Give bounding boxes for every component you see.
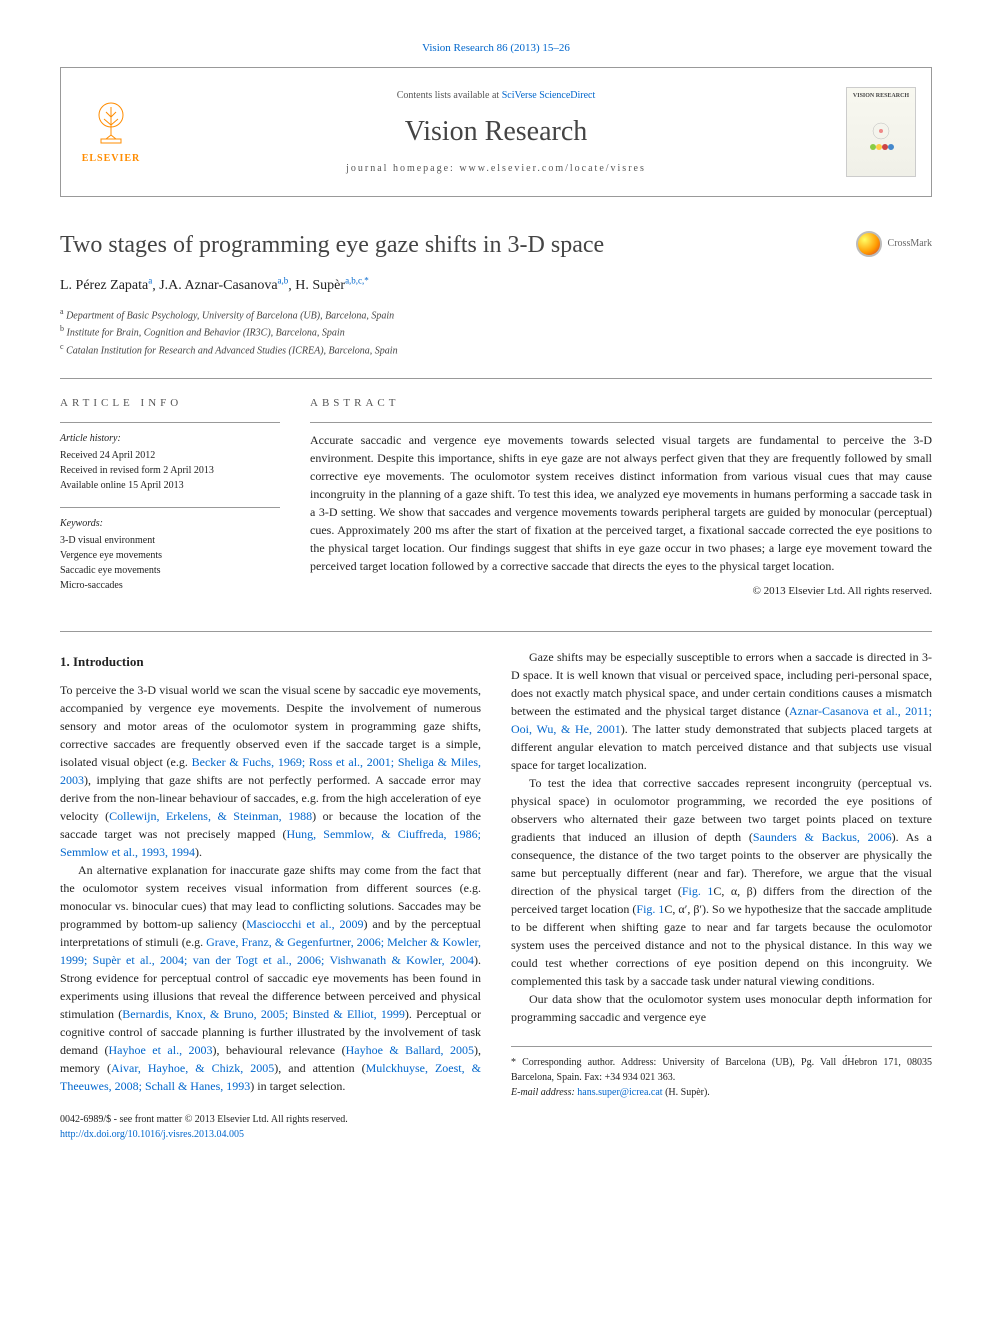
crossmark-badge[interactable]: CrossMark — [856, 231, 932, 257]
body-text: 1. Introduction To perceive the 3-D visu… — [60, 648, 932, 1100]
citation-link[interactable]: Vision Research 86 (2013) 15–26 — [422, 42, 570, 54]
abstract-col: ABSTRACT Accurate saccadic and vergence … — [310, 395, 932, 607]
body-paragraph: An alternative explanation for inaccurat… — [60, 861, 481, 1095]
author: J.A. Aznar-Casanovaa,b — [159, 278, 288, 293]
cover-thumb-title: VISION RESEARCH — [853, 92, 909, 101]
corr-email-link[interactable]: hans.super@icrea.cat — [577, 1087, 662, 1098]
affiliation-line: b Institute for Brain, Cognition and Beh… — [60, 323, 932, 340]
crossmark-label: CrossMark — [888, 236, 932, 251]
elsevier-logo[interactable]: ELSEVIER — [82, 97, 141, 166]
body-paragraph: Our data show that the oculomotor system… — [511, 990, 932, 1026]
affil-ref-link[interactable]: a,b,c,* — [345, 276, 369, 286]
abstract-label: ABSTRACT — [310, 395, 932, 412]
journal-cover-thumb[interactable]: VISION RESEARCH — [846, 87, 916, 177]
history-line: Received in revised form 2 April 2013 — [60, 463, 280, 478]
keyword-line: Saccadic eye movements — [60, 563, 280, 578]
body-paragraph: Gaze shifts may be especially susceptibl… — [511, 648, 932, 774]
article-info-label: ARTICLE INFO — [60, 395, 280, 412]
homepage-prefix: journal homepage: — [346, 163, 459, 174]
divider-top — [60, 378, 932, 379]
title-row: Two stages of programming eye gaze shift… — [60, 227, 932, 263]
doi-link[interactable]: http://dx.doi.org/10.1016/j.visres.2013.… — [60, 1129, 244, 1140]
keywords-divider — [60, 507, 280, 508]
keyword-line: Vergence eye movements — [60, 548, 280, 563]
top-citation: Vision Research 86 (2013) 15–26 — [60, 40, 932, 57]
affiliation-line: c Catalan Institution for Research and A… — [60, 341, 932, 358]
affiliation-line: a Department of Basic Psychology, Univer… — [60, 306, 932, 323]
contents-line: Contents lists available at SciVerse Sci… — [397, 88, 596, 103]
corresponding-footnote: * Corresponding author. Address: Univers… — [511, 1046, 932, 1100]
journal-homepage: journal homepage: www.elsevier.com/locat… — [346, 161, 646, 176]
header-center: Contents lists available at SciVerse Sci… — [161, 68, 831, 196]
keyword-line: Micro-saccades — [60, 578, 280, 593]
article-info-col: ARTICLE INFO Article history: Received 2… — [60, 395, 280, 607]
body-paragraph: To perceive the 3-D visual world we scan… — [60, 681, 481, 861]
journal-header: ELSEVIER Contents lists available at Sci… — [60, 67, 932, 197]
abstract-text: Accurate saccadic and vergence eye movem… — [310, 431, 932, 575]
divider-body — [60, 631, 932, 632]
history-label: Article history: — [60, 431, 280, 446]
homepage-url: www.elsevier.com/locate/visres — [459, 163, 646, 174]
history-block: Article history: Received 24 April 2012R… — [60, 431, 280, 493]
info-abstract-row: ARTICLE INFO Article history: Received 2… — [60, 395, 932, 607]
crossmark-icon — [856, 231, 882, 257]
author-affil-sup: a,b — [278, 276, 289, 286]
elsevier-name: ELSEVIER — [82, 151, 141, 166]
email-label: E-mail address: — [511, 1087, 577, 1098]
contents-prefix: Contents lists available at — [397, 90, 502, 101]
keyword-line: 3-D visual environment — [60, 533, 280, 548]
affil-ref-link[interactable]: a,b — [278, 276, 289, 286]
affiliations-block: a Department of Basic Psychology, Univer… — [60, 306, 932, 358]
abstract-divider — [310, 422, 932, 423]
keywords-label: Keywords: — [60, 516, 280, 531]
author: L. Pérez Zapataa — [60, 278, 152, 293]
cover-cell: VISION RESEARCH — [831, 68, 931, 196]
cover-thumb-body — [861, 103, 901, 172]
author-affil-sup: a — [148, 276, 152, 286]
affil-ref-link[interactable]: a — [148, 276, 152, 286]
info-divider — [60, 422, 280, 423]
authors-line: L. Pérez Zapataa, J.A. Aznar-Casanovaa,b… — [60, 275, 932, 297]
footer-bottom: 0042-6989/$ - see front matter © 2013 El… — [60, 1112, 932, 1142]
author-affil-sup: a,b,c,* — [345, 276, 369, 286]
elsevier-tree-icon — [86, 97, 136, 147]
keywords-block: Keywords: 3-D visual environmentVergence… — [60, 516, 280, 593]
abstract-copyright: © 2013 Elsevier Ltd. All rights reserved… — [310, 583, 932, 600]
publisher-logo-cell: ELSEVIER — [61, 68, 161, 196]
history-line: Received 24 April 2012 — [60, 448, 280, 463]
corr-address: * Corresponding author. Address: Univers… — [511, 1055, 932, 1085]
body-paragraph: To test the idea that corrective saccade… — [511, 774, 932, 990]
paper-title: Two stages of programming eye gaze shift… — [60, 227, 856, 263]
author: H. Supèra,b,c,* — [295, 278, 369, 293]
email-suffix: (H. Supèr). — [663, 1087, 710, 1098]
intro-heading: 1. Introduction — [60, 652, 481, 672]
sciencedirect-link[interactable]: SciVerse ScienceDirect — [502, 90, 596, 101]
history-line: Available online 15 April 2013 — [60, 478, 280, 493]
corr-email-line: E-mail address: hans.super@icrea.cat (H.… — [511, 1085, 932, 1100]
issn-line: 0042-6989/$ - see front matter © 2013 El… — [60, 1112, 932, 1127]
journal-name: Vision Research — [405, 111, 588, 153]
